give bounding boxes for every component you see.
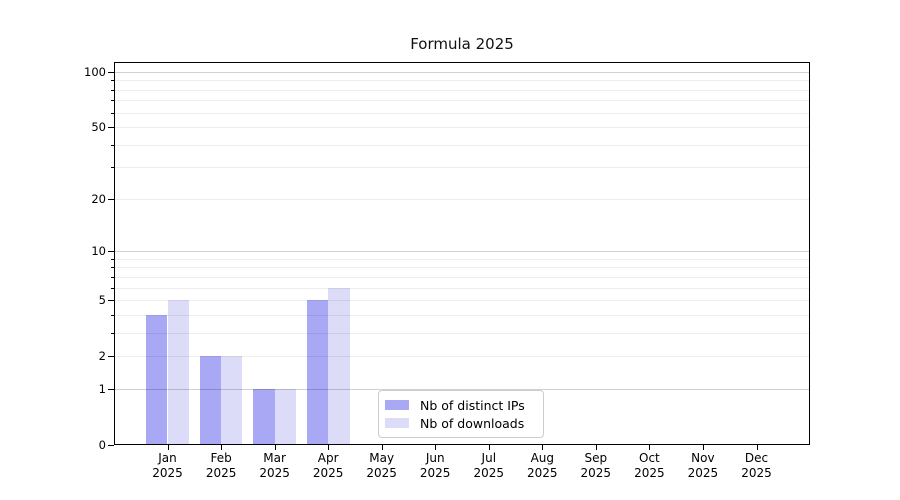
x-axis-tick: [595, 445, 597, 450]
x-axis-tick: [274, 445, 276, 450]
y-axis-tick: [108, 388, 114, 390]
x-axis-tick: [702, 445, 704, 450]
gridline-major: [115, 251, 809, 252]
x-axis-tick: [221, 445, 223, 450]
gridline-minor: [115, 267, 809, 269]
x-axis-tick: [381, 445, 383, 450]
gridline-minor: [115, 167, 809, 169]
bar-distinct-ips-jan: [146, 314, 168, 444]
x-axis-tick: [328, 445, 330, 450]
x-axis-tick-label: Sep 2025: [580, 451, 612, 480]
bar-distinct-ips-feb: [199, 356, 222, 444]
gridline-minor: [115, 144, 809, 146]
gridline-minor: [115, 287, 809, 289]
x-axis-tick-label: Mar 2025: [259, 451, 290, 480]
gridline-minor: [115, 89, 809, 91]
y-axis-tick-label: 100: [84, 64, 106, 79]
y-axis-minor-tick: [111, 314, 114, 316]
y-axis-tick: [108, 445, 114, 446]
gridline-minor: [115, 198, 809, 200]
bar-downloads-jan: [167, 300, 189, 444]
gridline-minor: [115, 258, 809, 260]
bar-downloads-apr: [328, 287, 350, 444]
y-axis-tick: [108, 198, 114, 200]
legend: Nb of distinct IPs Nb of downloads: [378, 390, 544, 438]
y-axis-tick-label: 10: [91, 244, 106, 258]
x-axis-tick: [756, 445, 758, 450]
gridline-minor: [115, 332, 809, 334]
x-axis-tick-label: Apr 2025: [312, 451, 344, 480]
x-axis-tick: [435, 445, 437, 450]
y-axis-minor-tick: [111, 80, 114, 82]
y-axis-tick-label: 0: [98, 438, 106, 452]
legend-item-distinct-ips: Nb of distinct IPs: [385, 396, 535, 414]
y-axis-tick-label: 20: [91, 191, 106, 206]
x-axis-tick-label: Jul 2025: [473, 451, 505, 480]
y-axis-tick-label: 1: [98, 381, 106, 396]
x-axis-tick-label: Jan 2025: [152, 451, 183, 480]
y-axis-tick-label: 5: [98, 293, 106, 308]
y-axis-minor-tick: [111, 100, 114, 102]
y-axis-minor-tick: [111, 287, 114, 289]
y-axis-tick-label: 50: [91, 120, 106, 134]
x-axis-tick-label: Feb 2025: [205, 451, 237, 480]
y-axis-minor-tick: [111, 332, 114, 334]
chart-title: Formula 2025: [410, 35, 514, 53]
bar-downloads-mar: [274, 388, 296, 444]
x-axis-tick-label: Jun 2025: [419, 451, 451, 480]
y-axis-minor-tick: [111, 258, 114, 260]
gridline-minor: [115, 276, 809, 278]
x-axis-tick-label: Dec 2025: [741, 451, 772, 480]
y-axis-minor-tick: [111, 267, 114, 269]
gridline-minor: [115, 127, 809, 128]
bar-distinct-ips-mar: [253, 388, 275, 444]
bar-distinct-ips-apr: [306, 300, 329, 444]
y-axis-minor-tick: [111, 112, 114, 114]
gridline-major: [115, 388, 809, 390]
gridline-major: [115, 71, 809, 73]
gridline-minor: [115, 314, 809, 316]
x-axis-tick-label: Nov 2025: [687, 451, 719, 480]
x-axis-tick: [488, 445, 490, 450]
y-axis-tick: [108, 300, 114, 302]
y-axis-minor-tick: [111, 167, 114, 169]
legend-item-downloads: Nb of downloads: [385, 414, 535, 432]
x-axis-tick-label: Aug 2025: [527, 451, 558, 480]
bar-downloads-feb: [221, 356, 243, 444]
legend-swatch-distinct-ips: [385, 400, 409, 410]
x-axis-tick-label: Oct 2025: [634, 451, 665, 480]
gridline-minor: [115, 100, 809, 102]
x-axis-tick-label: May 2025: [366, 451, 397, 480]
x-axis-tick: [167, 445, 169, 450]
legend-label-downloads: Nb of downloads: [420, 415, 525, 431]
y-axis-tick: [108, 356, 114, 358]
plot-area: [114, 62, 810, 445]
y-axis-tick: [108, 251, 114, 252]
gridline-minor: [115, 80, 809, 82]
x-axis-tick: [542, 445, 544, 450]
y-axis-minor-tick: [111, 89, 114, 91]
legend-label-distinct-ips: Nb of distinct IPs: [420, 397, 525, 413]
y-axis-minor-tick: [111, 276, 114, 278]
y-axis-minor-tick: [111, 144, 114, 146]
x-axis-tick: [649, 445, 651, 450]
gridline-minor: [115, 356, 809, 358]
y-axis-tick: [108, 127, 114, 128]
y-axis-tick-label: 2: [98, 349, 106, 364]
gridline-minor: [115, 112, 809, 114]
legend-swatch-downloads: [385, 418, 409, 428]
gridline-minor: [115, 300, 809, 302]
y-axis-tick: [108, 71, 114, 73]
